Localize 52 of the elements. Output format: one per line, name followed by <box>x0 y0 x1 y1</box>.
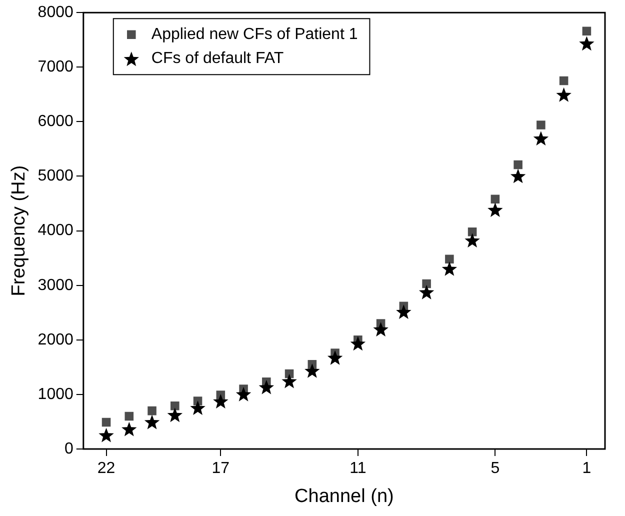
y-tick-label: 1000 <box>38 386 74 403</box>
y-tick-label: 8000 <box>38 4 74 22</box>
point <box>559 76 568 86</box>
point <box>533 131 549 146</box>
y-axis-title: Frequency (Hz) <box>8 165 30 296</box>
point <box>327 350 343 365</box>
x-axis-title: Channel (n) <box>294 486 394 507</box>
point <box>102 418 111 427</box>
point <box>579 36 594 51</box>
point <box>582 26 592 36</box>
x-tick-label: 1 <box>582 460 592 478</box>
point <box>442 261 458 276</box>
point <box>98 428 114 442</box>
y-tick-label: 7000 <box>38 58 74 76</box>
point <box>445 254 454 264</box>
x-tick-label: 17 <box>212 460 230 478</box>
point <box>536 120 546 130</box>
point <box>556 87 572 102</box>
point <box>213 394 228 408</box>
point <box>282 374 297 388</box>
point <box>373 322 388 336</box>
point <box>144 414 160 430</box>
legend-label: CFs of default FAT <box>151 50 284 68</box>
y-tick-label: 2000 <box>38 331 74 348</box>
point <box>236 386 252 402</box>
point <box>258 380 274 394</box>
x-tick-label: 5 <box>490 460 500 478</box>
point <box>148 406 156 416</box>
point <box>490 194 500 204</box>
y-tick-label: 4000 <box>38 222 74 240</box>
point <box>396 304 412 320</box>
point <box>422 279 431 288</box>
point <box>468 228 477 236</box>
point <box>514 160 522 170</box>
y-tick-label: 3000 <box>38 276 74 294</box>
point <box>304 363 320 378</box>
point <box>510 168 526 184</box>
point <box>167 408 183 422</box>
point <box>190 400 206 416</box>
point <box>170 402 180 410</box>
point <box>418 284 434 300</box>
y-tick-label: 0 <box>64 440 74 458</box>
y-tick-label: 6000 <box>38 113 74 130</box>
point <box>464 233 480 248</box>
point <box>122 422 137 436</box>
point <box>350 336 366 351</box>
x-tick-label: 11 <box>350 460 366 478</box>
point <box>124 412 134 421</box>
y-tick-label: 5000 <box>38 168 74 185</box>
x-tick-label: 22 <box>97 460 116 478</box>
legend-label: Applied new CFs of Patient 1 <box>151 26 358 44</box>
point <box>488 202 503 217</box>
